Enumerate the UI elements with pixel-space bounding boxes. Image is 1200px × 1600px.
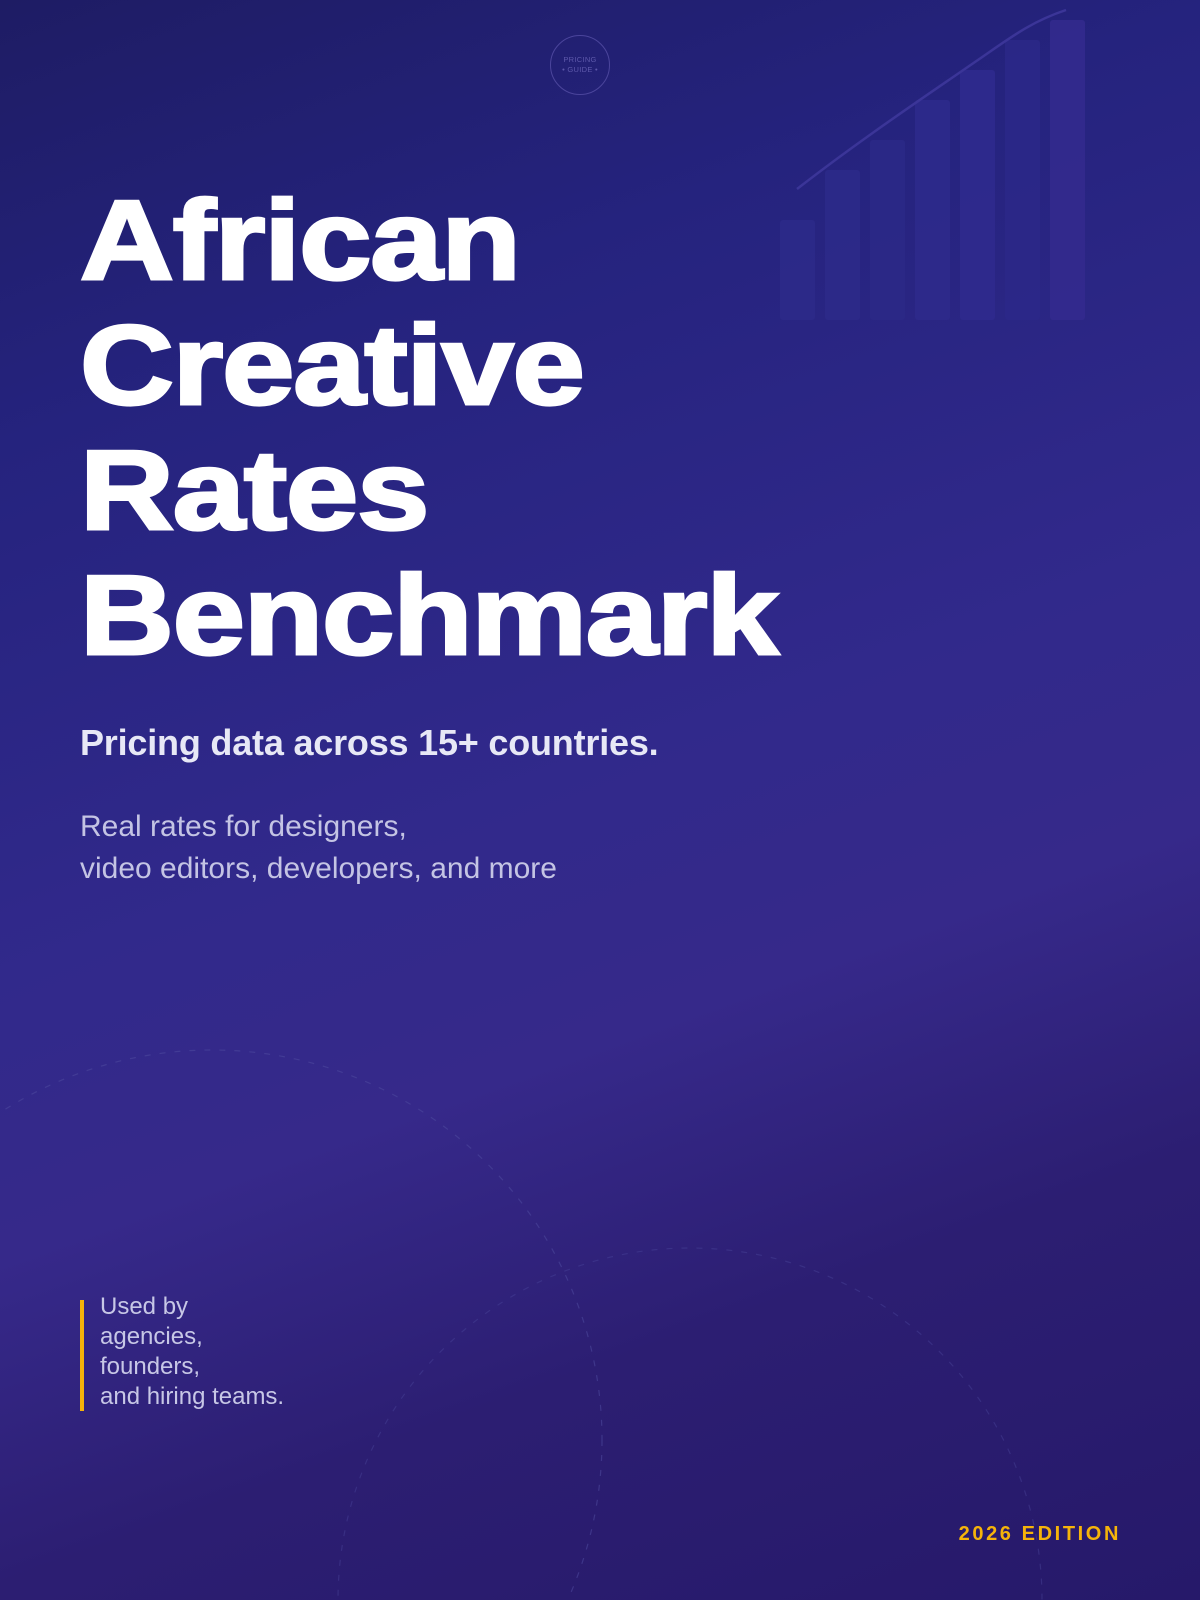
- title-line: Rates: [78, 426, 431, 554]
- page-title: African Creative Rates Benchmark: [78, 176, 780, 679]
- title-line: African: [78, 176, 522, 304]
- bar-chart-decoration: [780, 8, 1085, 320]
- title-line: Benchmark: [78, 551, 780, 679]
- description-line: video editors, developers, and more: [80, 852, 557, 885]
- quote-line: Used by: [100, 1293, 189, 1320]
- quote-line: and hiring teams.: [100, 1383, 285, 1410]
- audience-quote: Used by agencies, founders, and hiring t…: [80, 1293, 285, 1411]
- subtitle: Pricing data across 15+ countries.: [80, 722, 659, 763]
- description-line: Real rates for designers,: [80, 810, 407, 843]
- pricing-guide-badge: PRICING • GUIDE •: [550, 35, 610, 95]
- trend-line-decoration: [796, 8, 1067, 190]
- edition-label: 2026 EDITION: [958, 1523, 1121, 1545]
- badge-line-2: • GUIDE •: [562, 65, 598, 74]
- badge-line-1: PRICING: [563, 55, 597, 64]
- dashed-circle-decoration: [337, 1247, 1043, 1600]
- description: Real rates for designers, video editors,…: [80, 806, 557, 890]
- quote-line: founders,: [100, 1353, 201, 1380]
- quote-line: agencies,: [100, 1323, 203, 1350]
- title-line: Creative: [78, 301, 586, 429]
